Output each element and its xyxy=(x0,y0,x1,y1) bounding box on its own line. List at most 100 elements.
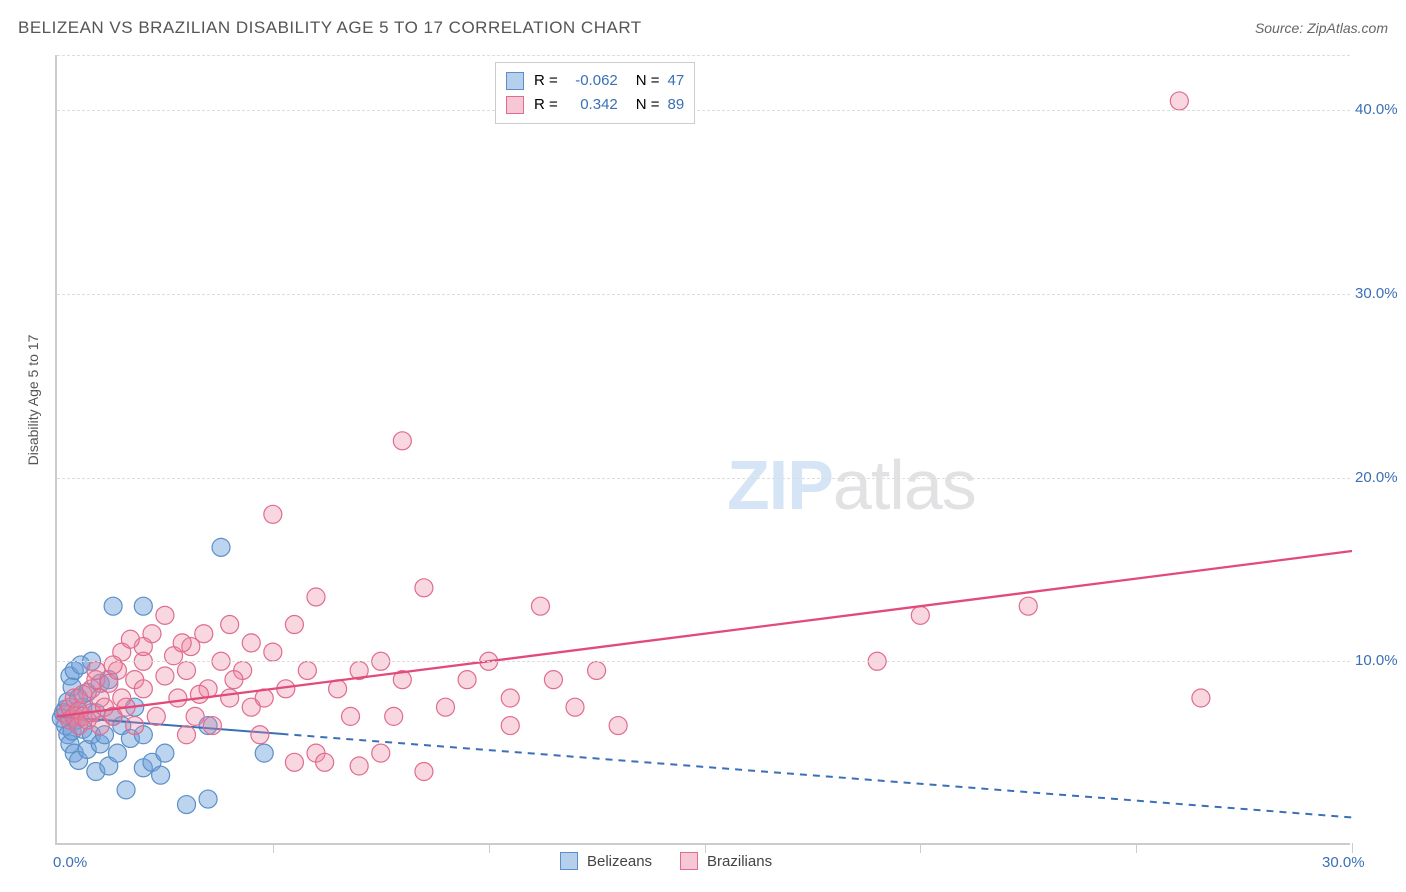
point-brazilian xyxy=(329,680,347,698)
chart-title: BELIZEAN VS BRAZILIAN DISABILITY AGE 5 T… xyxy=(18,18,642,38)
gridline-h xyxy=(57,294,1350,295)
legend-label: Brazilians xyxy=(707,853,772,870)
gridline-h xyxy=(57,110,1350,111)
point-brazilian xyxy=(156,667,174,685)
point-brazilian xyxy=(566,698,584,716)
point-brazilian xyxy=(415,763,433,781)
x-tick xyxy=(489,843,490,853)
point-brazilian xyxy=(126,717,144,735)
point-brazilian xyxy=(385,707,403,725)
point-brazilian xyxy=(531,597,549,615)
point-belizean xyxy=(156,744,174,762)
legend-row: R = -0.062 N = 47 xyxy=(506,69,684,93)
point-brazilian xyxy=(342,707,360,725)
point-brazilian xyxy=(203,717,221,735)
gridline-h xyxy=(57,55,1350,56)
n-label: N = xyxy=(636,69,660,93)
regression-line-dashed xyxy=(281,734,1352,818)
point-belizean xyxy=(108,744,126,762)
chart-header: BELIZEAN VS BRAZILIAN DISABILITY AGE 5 T… xyxy=(18,18,1388,38)
point-brazilian xyxy=(501,717,519,735)
legend-swatch xyxy=(506,72,524,90)
point-brazilian xyxy=(178,661,196,679)
point-brazilian xyxy=(173,634,191,652)
x-tick xyxy=(273,843,274,853)
point-brazilian xyxy=(350,757,368,775)
point-belizean xyxy=(134,597,152,615)
point-brazilian xyxy=(437,698,455,716)
legend-item: Belizeans xyxy=(560,852,652,870)
gridline-h xyxy=(57,661,1350,662)
point-brazilian xyxy=(242,634,260,652)
series-legend: Belizeans Brazilians xyxy=(560,852,772,870)
point-brazilian xyxy=(225,671,243,689)
r-value: -0.062 xyxy=(566,69,618,93)
point-brazilian xyxy=(393,432,411,450)
scatter-svg xyxy=(57,55,1350,843)
point-belizean xyxy=(178,796,196,814)
point-brazilian xyxy=(1019,597,1037,615)
point-brazilian xyxy=(415,579,433,597)
point-belizean xyxy=(117,781,135,799)
legend-item: Brazilians xyxy=(680,852,772,870)
point-brazilian xyxy=(156,606,174,624)
n-value: 89 xyxy=(668,93,685,117)
point-brazilian xyxy=(285,616,303,634)
y-tick-label: 30.0% xyxy=(1355,285,1406,302)
point-brazilian xyxy=(544,671,562,689)
r-value: 0.342 xyxy=(566,93,618,117)
correlation-legend: R = -0.062 N = 47 R = 0.342 N = 89 xyxy=(495,62,695,124)
gridline-h xyxy=(57,478,1350,479)
point-belizean xyxy=(104,597,122,615)
y-tick-label: 40.0% xyxy=(1355,101,1406,118)
point-brazilian xyxy=(372,744,390,762)
point-brazilian xyxy=(190,685,208,703)
point-brazilian xyxy=(251,726,269,744)
point-brazilian xyxy=(298,661,316,679)
x-tick xyxy=(920,843,921,853)
point-brazilian xyxy=(221,616,239,634)
point-brazilian xyxy=(458,671,476,689)
legend-row: R = 0.342 N = 89 xyxy=(506,93,684,117)
point-brazilian xyxy=(169,689,187,707)
x-tick-label: 30.0% xyxy=(1322,854,1365,871)
legend-swatch xyxy=(680,852,698,870)
y-axis-label: Disability Age 5 to 17 xyxy=(25,335,41,466)
point-belizean xyxy=(255,744,273,762)
point-brazilian xyxy=(121,630,139,648)
point-belizean xyxy=(199,790,217,808)
point-brazilian xyxy=(178,726,196,744)
point-brazilian xyxy=(264,505,282,523)
point-belizean xyxy=(212,538,230,556)
point-brazilian xyxy=(186,707,204,725)
legend-swatch xyxy=(560,852,578,870)
legend-swatch xyxy=(506,96,524,114)
x-tick xyxy=(1352,843,1353,853)
point-brazilian xyxy=(307,588,325,606)
point-brazilian xyxy=(285,753,303,771)
x-tick xyxy=(1136,843,1137,853)
y-tick-label: 10.0% xyxy=(1355,652,1406,669)
point-brazilian xyxy=(1170,92,1188,110)
point-brazilian xyxy=(316,753,334,771)
point-brazilian xyxy=(147,707,165,725)
n-label: N = xyxy=(636,93,660,117)
point-brazilian xyxy=(911,606,929,624)
point-brazilian xyxy=(609,717,627,735)
chart-plot-area: ZIPatlas 10.0%20.0%30.0%40.0%0.0%30.0% xyxy=(55,55,1350,845)
r-label: R = xyxy=(534,93,558,117)
point-brazilian xyxy=(104,656,122,674)
point-brazilian xyxy=(501,689,519,707)
source-label: Source: ZipAtlas.com xyxy=(1255,20,1388,36)
point-brazilian xyxy=(134,680,152,698)
r-label: R = xyxy=(534,69,558,93)
point-brazilian xyxy=(1192,689,1210,707)
point-brazilian xyxy=(588,661,606,679)
point-brazilian xyxy=(87,661,105,679)
x-tick-label: 0.0% xyxy=(53,854,87,871)
y-tick-label: 20.0% xyxy=(1355,469,1406,486)
n-value: 47 xyxy=(668,69,685,93)
legend-label: Belizeans xyxy=(587,853,652,870)
point-brazilian xyxy=(264,643,282,661)
point-belizean xyxy=(152,766,170,784)
